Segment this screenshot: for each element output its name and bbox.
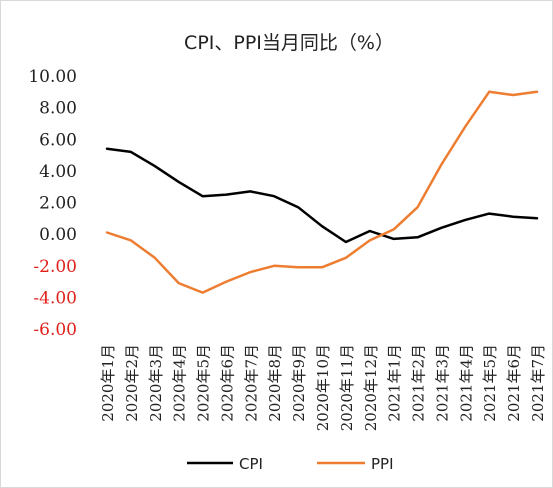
y-tick-label: 10.00	[28, 67, 77, 87]
x-tick-label: 2020年11月	[338, 344, 356, 431]
legend: CPI PPI	[187, 455, 394, 473]
legend-label-cpi: CPI	[239, 455, 263, 473]
y-tick-label: 8.00	[39, 99, 77, 119]
x-tick-label: 2020年9月	[290, 344, 308, 422]
x-tick-label: 2020年8月	[266, 344, 284, 422]
x-tick-label: 2020年12月	[362, 344, 380, 431]
chart-title: CPI、PPI当月同比（%）	[184, 32, 394, 54]
y-tick-label: 6.00	[39, 130, 77, 150]
y-tick-label: -2.00	[33, 257, 77, 277]
x-tick-label: 2020年2月	[123, 344, 141, 422]
x-tick-label: 2021年1月	[386, 344, 404, 422]
y-tick-label: 4.00	[39, 162, 77, 182]
y-axis-ticks: 10.00 8.00 6.00 4.00 2.00 0.00 -2.00 -4.00 -6.00	[28, 67, 77, 340]
legend-label-ppi: PPI	[371, 455, 394, 473]
x-tick-label: 2021年3月	[433, 344, 451, 422]
y-tick-label: -6.00	[33, 320, 77, 340]
x-tick-label: 2020年10月	[314, 344, 332, 431]
x-tick-label: 2021年2月	[410, 344, 428, 422]
x-tick-label: 2021年6月	[505, 344, 523, 422]
x-tick-label: 2020年4月	[171, 344, 189, 422]
x-tick-label: 2021年4月	[457, 344, 475, 422]
x-tick-label: 2021年7月	[529, 344, 547, 422]
x-tick-label: 2021年5月	[481, 344, 499, 422]
y-tick-label: -4.00	[33, 288, 77, 308]
x-axis-ticks: 2020年1月 2020年2月 2020年3月 2020年4月 2020年5月 2020年…	[99, 344, 547, 431]
y-tick-label: 2.00	[39, 194, 77, 214]
x-tick-label: 2020年5月	[195, 344, 213, 422]
x-tick-label: 2020年6月	[218, 344, 236, 422]
series-line-ppi	[105, 90, 539, 294]
x-tick-label: 2020年3月	[147, 344, 165, 422]
y-tick-label: 0.00	[39, 225, 77, 245]
x-tick-label: 2020年1月	[99, 344, 117, 422]
series-lines	[105, 90, 539, 294]
x-tick-label: 2020年7月	[242, 344, 260, 422]
series-line-cpi	[105, 147, 539, 244]
